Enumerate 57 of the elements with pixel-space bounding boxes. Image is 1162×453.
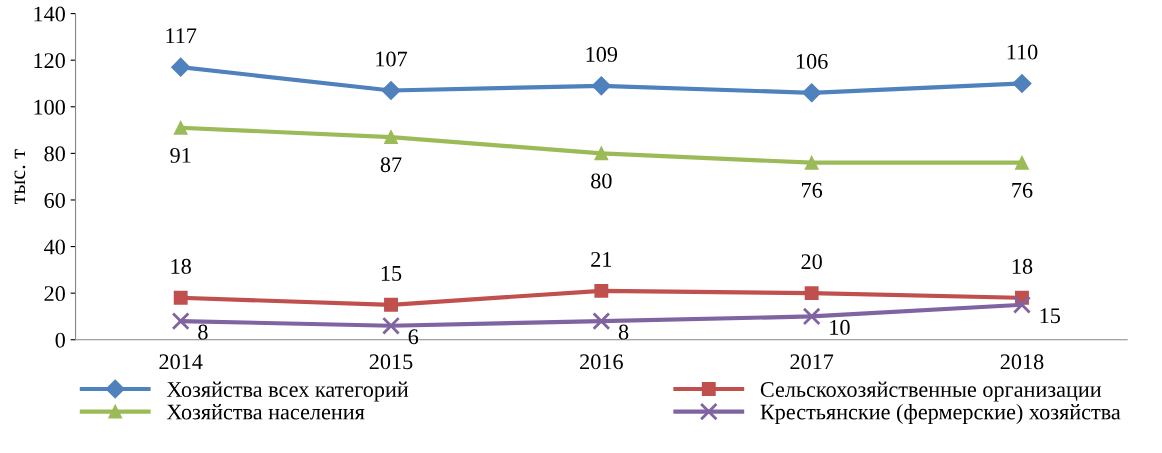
legend-label: Хозяйства населения <box>166 404 365 420</box>
data-label: 18 <box>171 258 191 274</box>
data-label: 6 <box>408 329 419 345</box>
point <box>591 76 611 96</box>
point <box>592 312 611 331</box>
point <box>1012 73 1032 94</box>
point <box>384 297 398 312</box>
point <box>381 80 401 101</box>
point <box>594 283 609 298</box>
x-tick-label: 2015 <box>369 354 413 370</box>
data-label: 15 <box>381 265 402 281</box>
point <box>802 307 821 326</box>
point <box>804 155 819 170</box>
data-label: 110 <box>1007 44 1038 60</box>
point <box>804 286 819 301</box>
data-label: 8 <box>198 324 208 340</box>
data-label: 76 <box>1012 182 1033 198</box>
point <box>171 312 190 331</box>
y-tick-label: 0 <box>55 332 65 348</box>
data-label: 20 <box>801 254 822 270</box>
y-tick-label: 20 <box>44 286 65 302</box>
data-label: 21 <box>591 251 612 267</box>
point <box>802 83 822 103</box>
data-label: 15 <box>1040 308 1060 324</box>
point <box>1015 155 1029 170</box>
point <box>173 290 188 305</box>
data-label: 91 <box>170 147 191 163</box>
y-axis-title: тыс. т <box>14 149 26 205</box>
legend-label: Сельскохозяйственные организации <box>760 381 1102 402</box>
point <box>173 120 188 135</box>
y-tick-label: 100 <box>34 99 65 115</box>
data-label: 8 <box>618 324 629 340</box>
point <box>171 57 191 77</box>
y-tick-label: 140 <box>34 6 65 22</box>
data-label: 18 <box>1012 258 1033 274</box>
point <box>594 146 609 161</box>
data-label: 76 <box>802 182 823 198</box>
data-label: 106 <box>796 53 828 69</box>
data-label: 87 <box>380 157 402 173</box>
x-tick-label: 2017 <box>790 354 834 370</box>
data-label: 117 <box>166 28 197 43</box>
x-tick-label: 2016 <box>580 354 623 370</box>
legend-label: Крестьянские (фермерские) хозяйства <box>760 403 1121 425</box>
y-tick-label: 40 <box>44 239 65 255</box>
y-tick-label: 120 <box>34 53 65 69</box>
legend-label: Хозяйства всех категорий <box>166 381 409 402</box>
data-label: 109 <box>586 46 618 62</box>
point <box>1012 295 1032 314</box>
point <box>384 130 398 145</box>
y-tick-label: 80 <box>44 146 65 162</box>
x-tick-label: 2018 <box>1000 354 1044 370</box>
x-tick-label: 2014 <box>159 354 203 370</box>
data-label: 10 <box>830 319 850 335</box>
y-tick-label: 60 <box>44 192 65 208</box>
data-label: 80 <box>591 173 612 189</box>
point <box>381 316 401 335</box>
data-label: 107 <box>376 51 408 67</box>
